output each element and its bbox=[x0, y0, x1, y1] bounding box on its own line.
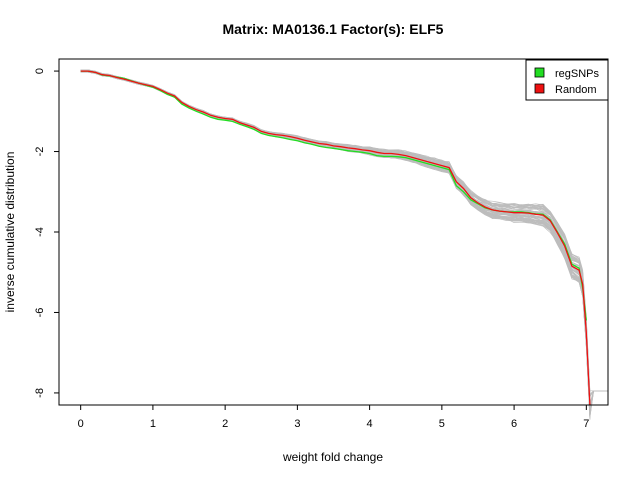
random-sample-line bbox=[80, 70, 591, 402]
random-sample-line bbox=[80, 71, 608, 417]
random-sample-line bbox=[80, 70, 591, 401]
random-sample-line bbox=[80, 71, 591, 414]
x-tick-label: 0 bbox=[78, 418, 84, 430]
random-sample-line bbox=[80, 69, 591, 392]
random-sample-line bbox=[80, 69, 591, 393]
legend: regSNPs Random bbox=[525, 59, 609, 101]
random-sample-line bbox=[80, 70, 591, 403]
y-tick-label: -6 bbox=[34, 308, 46, 318]
random-sample-line bbox=[80, 71, 608, 409]
random-sample-line bbox=[80, 71, 591, 419]
x-tick-label: 6 bbox=[511, 418, 517, 430]
random-sample-line bbox=[80, 71, 608, 408]
random-sample-line bbox=[80, 71, 591, 413]
random-sample-line bbox=[80, 69, 608, 398]
random-sample-line bbox=[80, 71, 608, 417]
random-sample-line bbox=[80, 70, 591, 405]
random-sample-line bbox=[80, 70, 591, 409]
random-sample-line bbox=[80, 70, 591, 401]
random-sample-line bbox=[80, 71, 591, 410]
y-axis-label: inverse cumulative distribution bbox=[3, 152, 17, 313]
x-tick-label: 7 bbox=[583, 418, 589, 430]
x-tick-label: 1 bbox=[150, 418, 156, 430]
random-sample-line bbox=[80, 69, 608, 392]
random-sample-line bbox=[80, 69, 591, 398]
random-sample-line bbox=[80, 71, 591, 419]
y-axis: 0 -2 -4 -6 -8 bbox=[34, 68, 59, 398]
random-sample-line bbox=[80, 71, 591, 412]
y-tick-label: -4 bbox=[34, 227, 46, 237]
random-sample-line bbox=[80, 70, 591, 407]
x-tick-label: 4 bbox=[367, 418, 373, 430]
random-sample-line bbox=[80, 70, 608, 406]
random-sample-line bbox=[80, 70, 591, 403]
x-axis: 0 1 2 3 4 5 6 7 bbox=[78, 405, 589, 430]
random-sample-line bbox=[80, 71, 591, 416]
random-sample-line bbox=[80, 71, 591, 420]
random-sample-line bbox=[80, 69, 608, 397]
chart-title: Matrix: MA0136.1 Factor(s): ELF5 bbox=[223, 21, 444, 37]
random-sample-line bbox=[80, 71, 608, 411]
random-sample-line bbox=[80, 71, 591, 420]
random-sample-line bbox=[80, 71, 608, 418]
random-sample-line bbox=[80, 70, 591, 404]
random-sample-line bbox=[80, 71, 591, 409]
random-sample-line bbox=[80, 71, 591, 414]
x-tick-label: 3 bbox=[294, 418, 300, 430]
series-line-random bbox=[80, 70, 591, 406]
x-axis-label: weight fold change bbox=[282, 450, 383, 464]
random-sample-line bbox=[80, 70, 591, 399]
random-sample-line bbox=[80, 71, 591, 414]
random-sample-line bbox=[80, 71, 591, 410]
series-line-regsnps bbox=[80, 70, 587, 321]
random-sample-line bbox=[80, 71, 591, 411]
random-sample-line bbox=[80, 70, 591, 402]
random-sample-line bbox=[80, 71, 591, 415]
y-tick-label: 0 bbox=[34, 68, 46, 74]
random-sample-line bbox=[80, 71, 591, 417]
y-tick-label: -8 bbox=[34, 388, 46, 398]
random-sample-line bbox=[80, 70, 591, 404]
random-sample-line bbox=[80, 71, 591, 418]
legend-label-regsnps: regSNPs bbox=[555, 68, 600, 80]
random-sample-line bbox=[80, 71, 591, 418]
random-sample-line bbox=[80, 70, 608, 408]
x-tick-label: 5 bbox=[439, 418, 445, 430]
random-sample-line bbox=[80, 69, 608, 395]
random-sample-line bbox=[80, 71, 591, 416]
random-sample-line bbox=[80, 70, 608, 404]
random-sample-line bbox=[80, 70, 608, 405]
random-sample-line bbox=[80, 71, 591, 414]
random-sample-line bbox=[80, 71, 591, 416]
random-sample-line bbox=[80, 71, 591, 418]
legend-swatch-random bbox=[534, 83, 545, 94]
series-lines bbox=[80, 70, 591, 406]
legend-label-random: Random bbox=[555, 84, 597, 96]
plot-frame bbox=[58, 58, 609, 406]
random-sample-line bbox=[80, 69, 591, 396]
random-sample-line bbox=[80, 69, 591, 393]
random-sample-line bbox=[80, 70, 591, 399]
random-sample-line bbox=[80, 69, 591, 395]
legend-swatch-regsnps bbox=[534, 67, 545, 78]
random-sample-line bbox=[80, 69, 591, 395]
random-sample-line bbox=[80, 69, 591, 396]
random-sample-lines bbox=[80, 69, 608, 420]
random-sample-line bbox=[80, 69, 591, 396]
x-tick-label: 2 bbox=[222, 418, 228, 430]
random-sample-line bbox=[80, 69, 608, 399]
random-sample-line bbox=[80, 70, 591, 404]
y-tick-label: -2 bbox=[34, 147, 46, 157]
